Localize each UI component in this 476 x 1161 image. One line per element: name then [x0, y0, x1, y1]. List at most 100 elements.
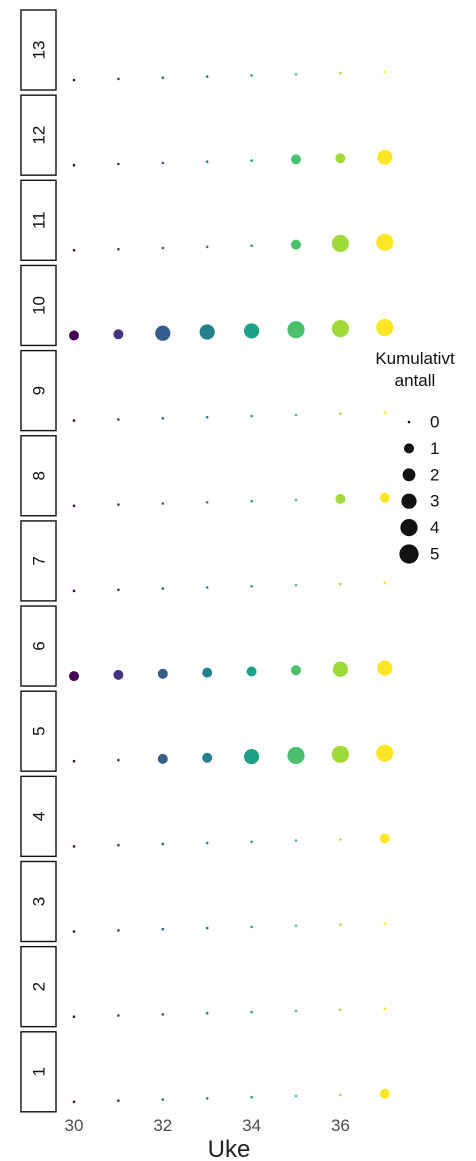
- x-axis-title: Uke: [208, 1136, 251, 1161]
- data-point: [72, 759, 76, 763]
- facet-strip: [20, 690, 57, 772]
- data-point: [205, 501, 209, 504]
- data-point: [294, 1009, 298, 1013]
- data-point: [339, 412, 342, 416]
- legend-title-line2: antall: [395, 371, 436, 390]
- data-point: [157, 668, 168, 679]
- data-point: [287, 746, 305, 765]
- data-point: [250, 244, 253, 247]
- data-point: [69, 330, 79, 341]
- x-tick-label: 36: [331, 1116, 350, 1135]
- legend: Kumulativt antall 0 1 2 3 4 5: [375, 349, 455, 564]
- legend-key: [399, 544, 419, 564]
- data-point: [376, 318, 394, 337]
- data-point: [287, 321, 305, 339]
- data-point: [117, 418, 120, 421]
- data-point: [205, 160, 209, 163]
- data-point: [294, 839, 298, 842]
- facet-label: 13: [30, 41, 49, 60]
- legend-key: [402, 468, 416, 482]
- data-point: [377, 660, 393, 676]
- data-point: [202, 752, 213, 763]
- facet-strip: [20, 775, 57, 858]
- data-point: [335, 493, 346, 504]
- legend-key: [404, 443, 414, 454]
- data-point: [205, 245, 209, 249]
- data-point: [250, 414, 253, 418]
- data-point: [161, 502, 165, 505]
- data-point: [205, 1097, 209, 1100]
- data-point: [379, 1088, 390, 1099]
- data-point: [69, 671, 79, 682]
- data-point: [250, 499, 253, 503]
- data-points: [69, 70, 394, 1104]
- data-point: [331, 745, 349, 763]
- facet-label: 10: [30, 296, 49, 315]
- x-tick-label: 32: [153, 1116, 172, 1135]
- data-point: [117, 1014, 120, 1017]
- legend-label: 5: [430, 545, 439, 564]
- data-point: [339, 923, 342, 926]
- data-point: [113, 669, 124, 680]
- facet-label: 6: [30, 641, 49, 650]
- facet-label: 9: [30, 386, 49, 395]
- data-point: [72, 1100, 76, 1104]
- data-point: [72, 845, 76, 848]
- data-point: [117, 1099, 120, 1102]
- facet-label: 1: [30, 1067, 49, 1076]
- data-point: [294, 413, 298, 417]
- data-point: [331, 320, 349, 338]
- legend-label: 1: [430, 439, 439, 458]
- data-point: [250, 74, 253, 77]
- data-point: [250, 1010, 253, 1014]
- legend-label: 3: [430, 492, 439, 511]
- data-point: [291, 154, 301, 165]
- legend-label: 4: [430, 518, 439, 537]
- data-point: [339, 582, 342, 586]
- data-point: [161, 927, 165, 931]
- data-point: [117, 588, 120, 592]
- data-point: [291, 239, 301, 250]
- legend-key: [401, 493, 417, 509]
- data-point: [291, 665, 301, 676]
- data-point: [339, 71, 342, 75]
- data-point: [250, 585, 253, 588]
- facet-label: 3: [30, 897, 49, 906]
- facet-label: 11: [30, 211, 49, 229]
- data-point: [161, 1013, 165, 1016]
- data-point: [72, 419, 76, 422]
- data-point: [250, 1095, 253, 1099]
- data-point: [379, 833, 390, 844]
- data-point: [72, 504, 76, 508]
- data-point: [250, 925, 253, 929]
- data-point: [199, 324, 215, 340]
- x-tick-label: 30: [65, 1116, 84, 1135]
- data-point: [161, 161, 165, 165]
- data-point: [294, 924, 298, 928]
- facet-label: 5: [30, 726, 49, 735]
- data-point: [117, 929, 120, 932]
- data-point: [157, 753, 168, 764]
- legend-key: [400, 519, 418, 537]
- data-point: [72, 589, 76, 593]
- x-axis: 30 32 34 36: [65, 1116, 350, 1135]
- data-point: [161, 587, 165, 590]
- data-point: [155, 325, 171, 341]
- facet-strip: [20, 605, 57, 687]
- facet-label: 12: [30, 126, 49, 145]
- data-point: [294, 498, 298, 502]
- data-point: [377, 149, 393, 165]
- data-point: [72, 249, 76, 252]
- data-point: [205, 75, 209, 78]
- data-point: [205, 415, 209, 419]
- legend-label: 0: [430, 413, 439, 432]
- facet-label: 7: [30, 556, 49, 565]
- facet-strip: [20, 945, 57, 1028]
- data-point: [383, 922, 387, 925]
- data-point: [117, 758, 120, 762]
- data-point: [205, 926, 209, 930]
- facet-strip: [20, 520, 57, 602]
- data-point: [250, 159, 253, 162]
- data-point: [117, 843, 120, 847]
